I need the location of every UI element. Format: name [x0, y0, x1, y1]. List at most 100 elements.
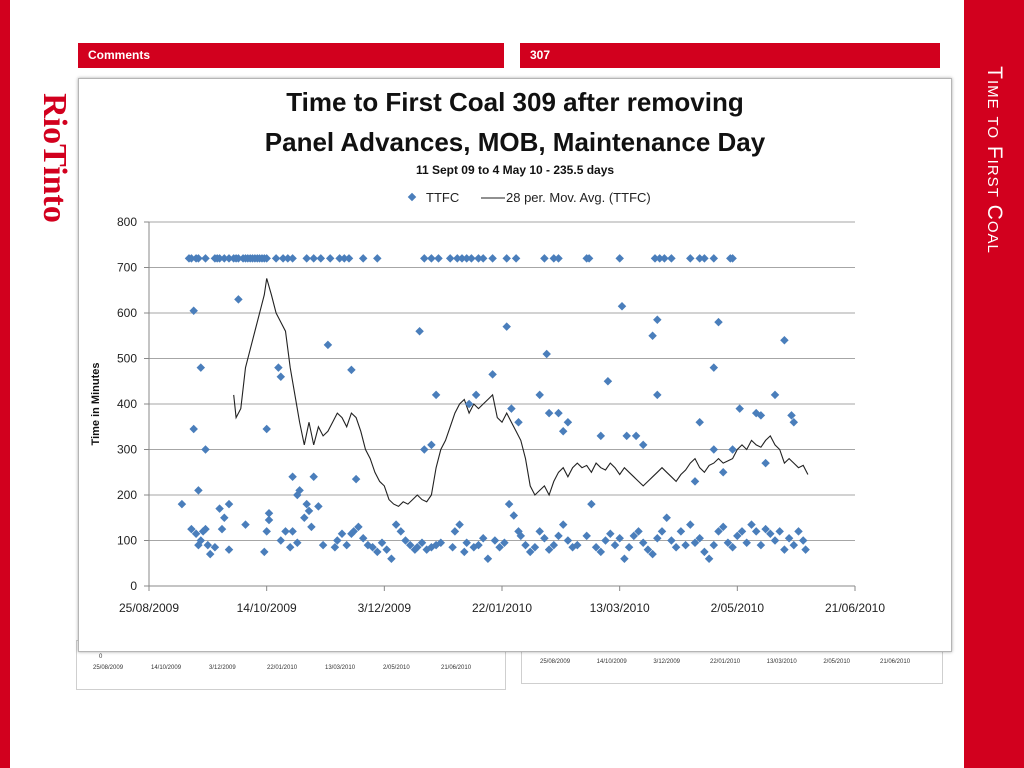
- ttfc-point: [653, 315, 662, 325]
- ttfc-point: [502, 254, 511, 263]
- ttfc-point: [318, 540, 328, 550]
- ttfc-point: [709, 445, 719, 454]
- ttfc-point: [563, 536, 573, 545]
- ttfc-point: [544, 408, 554, 418]
- ttfc-point: [681, 540, 690, 550]
- chart-container: Time to First Coal 309 after removing Pan…: [78, 78, 952, 652]
- ttfc-point: [420, 254, 429, 263]
- ttfc-point: [478, 533, 488, 543]
- ttfc-point: [260, 547, 269, 557]
- x-tick-label: 13/03/2010: [590, 601, 650, 615]
- ttfc-point: [401, 536, 410, 545]
- y-tick-label: 800: [117, 215, 137, 229]
- ttfc-point: [295, 486, 304, 495]
- ttfc-point: [787, 411, 796, 420]
- ttfc-point: [789, 417, 799, 427]
- ttfc-point: [751, 527, 761, 536]
- ttfc-point: [462, 254, 471, 263]
- ttfc-point: [596, 547, 606, 557]
- ttfc-point: [276, 536, 286, 545]
- ttfc-point: [509, 511, 519, 520]
- ttfc-point: [288, 472, 297, 482]
- x-tick-label: 25/08/2009: [119, 601, 179, 615]
- ttfc-point: [304, 506, 314, 516]
- y-tick-label: 0: [130, 579, 137, 593]
- ttfc-point: [234, 254, 243, 263]
- ttfc-point: [189, 424, 198, 434]
- ttfc-point: [274, 363, 283, 372]
- ttfc-point: [657, 527, 667, 536]
- ttfc-point: [747, 520, 756, 529]
- ttfc-point: [210, 543, 220, 552]
- ttfc-point: [540, 533, 549, 543]
- ttfc-point: [474, 254, 483, 263]
- ttfc-point: [337, 529, 347, 538]
- x-tick-label: 21/06/2010: [825, 601, 885, 615]
- ttfc-point: [351, 474, 361, 484]
- underlying-x-tick-label: 2/05/2010: [383, 665, 410, 671]
- ttfc-point: [205, 549, 215, 559]
- ttfc-point: [676, 527, 686, 536]
- underlying-x-tick-label: 25/08/2009: [540, 659, 571, 665]
- ttfc-point: [478, 254, 488, 263]
- ttfc-point: [474, 540, 483, 550]
- ttfc-point: [504, 499, 514, 509]
- ttfc-point: [709, 254, 719, 263]
- ttfc-point: [215, 504, 224, 513]
- ttfc-point: [544, 545, 554, 554]
- underlying-x-tick-label: 22/01/2010: [267, 665, 298, 671]
- ttfc-point: [554, 254, 563, 263]
- ttfc-point: [285, 543, 295, 552]
- ttfc-point: [283, 254, 293, 263]
- ttfc-point: [761, 458, 770, 468]
- y-tick-label: 100: [117, 534, 137, 548]
- y-tick-label: 400: [117, 397, 137, 411]
- ttfc-point: [624, 543, 634, 552]
- ttfc-point: [457, 254, 467, 263]
- underlying-x-tick-label: 22/01/2010: [710, 659, 741, 665]
- ttfc-point: [224, 545, 234, 554]
- ttfc-point: [445, 254, 455, 263]
- ttfc-point: [490, 536, 500, 545]
- ttfc-point: [709, 363, 719, 372]
- ttfc-point: [653, 533, 662, 543]
- ttfc-point: [718, 468, 728, 477]
- chart-title: Time to First Coal 309 after removing Pan…: [265, 87, 766, 157]
- ttfc-point: [582, 531, 591, 541]
- legend-label-ttfc: TTFC: [426, 190, 459, 205]
- ttfc-point: [201, 254, 210, 263]
- underlying-x-tick-label: 2/05/2010: [823, 659, 851, 665]
- ttfc-point: [455, 520, 464, 529]
- ttfc-point: [638, 440, 648, 450]
- ttfc-point: [756, 411, 766, 420]
- ttfc-point: [194, 486, 203, 495]
- ttfc-point: [615, 254, 624, 263]
- ttfc-point: [603, 377, 613, 386]
- ttfc-point: [307, 522, 316, 532]
- ttfc-point: [344, 254, 354, 263]
- ttfc-point: [521, 540, 530, 550]
- ttfc-point: [220, 513, 229, 523]
- ttfc-point: [262, 527, 271, 536]
- ttfc-point: [606, 529, 615, 538]
- ttfc-point: [784, 533, 794, 543]
- riotinto-logo: RioTinto: [36, 93, 73, 223]
- ttfc-point: [323, 340, 333, 350]
- y-tick-label: 300: [117, 443, 137, 457]
- chart-307-header-label: 307: [530, 48, 551, 62]
- ttfc-point: [686, 254, 695, 263]
- ttfc-point: [448, 543, 457, 552]
- ttfc-point: [224, 499, 234, 509]
- underlying-left-zero: 0: [99, 654, 103, 660]
- ttfc-point: [695, 417, 704, 427]
- ttfc-point: [601, 536, 610, 545]
- ttfc-point: [420, 445, 429, 454]
- comments-header-label: Comments: [88, 48, 151, 62]
- ttfc-point: [801, 545, 810, 554]
- ttfc-point: [281, 527, 290, 536]
- ttfc-point: [671, 543, 681, 552]
- ttfc-point: [382, 545, 391, 554]
- ttfc-point: [262, 424, 271, 434]
- x-tick-label: 14/10/2009: [237, 601, 297, 615]
- ttfc-point: [667, 536, 676, 545]
